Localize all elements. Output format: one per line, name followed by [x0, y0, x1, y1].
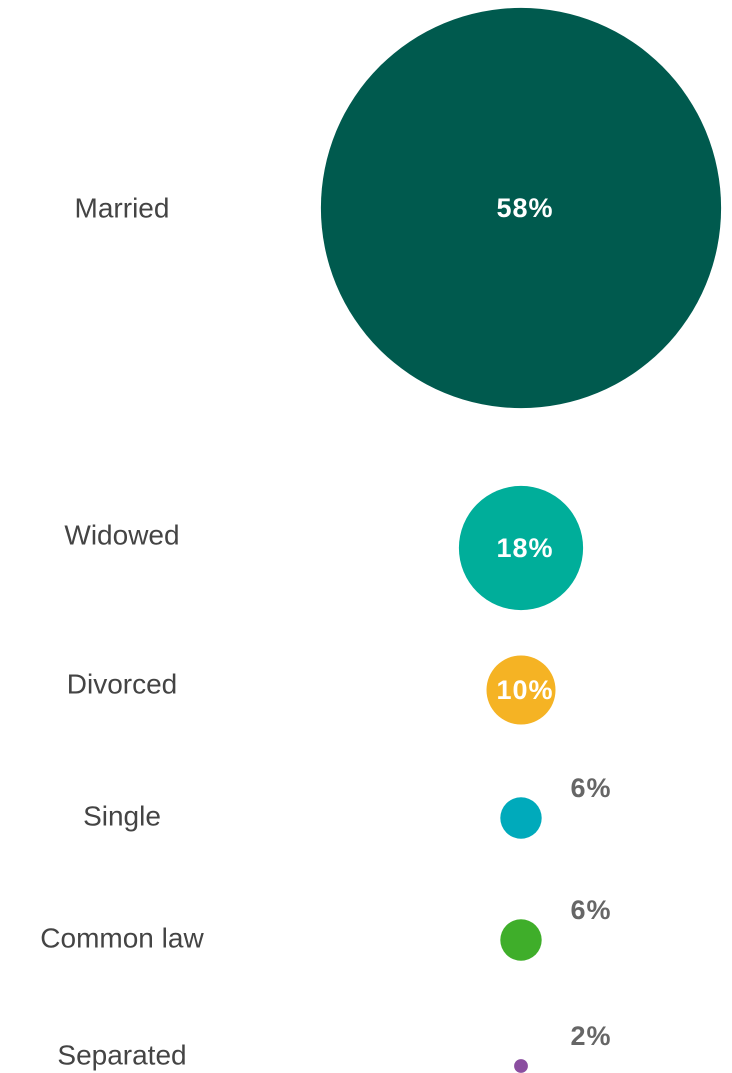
- value-label: 6%: [570, 895, 611, 925]
- category-label: Married: [75, 192, 170, 223]
- category-label: Single: [83, 800, 161, 831]
- category-label: Separated: [57, 1039, 186, 1070]
- value-label: 18%: [496, 533, 553, 563]
- bubble: [320, 7, 722, 409]
- category-label: Divorced: [67, 668, 177, 699]
- value-label: 10%: [496, 675, 553, 705]
- value-label: 2%: [570, 1021, 611, 1051]
- bubble: [458, 485, 584, 611]
- bubble: [514, 1059, 528, 1073]
- category-label: Widowed: [64, 519, 179, 550]
- bubble: [500, 797, 542, 839]
- value-label: 6%: [570, 773, 611, 803]
- bubble: [500, 919, 542, 961]
- category-label: Common law: [40, 922, 204, 953]
- value-label: 58%: [496, 193, 553, 223]
- bubble: [486, 655, 556, 725]
